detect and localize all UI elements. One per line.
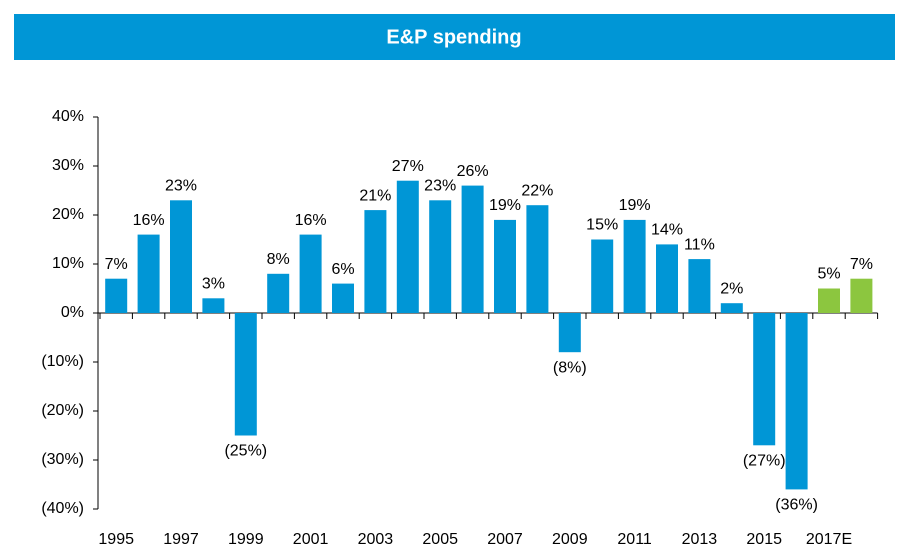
y-tick-label: 10% [52, 255, 84, 272]
bar [818, 288, 840, 313]
bar [720, 303, 743, 313]
value-label: 7% [105, 256, 128, 273]
value-label: (36%) [775, 497, 818, 514]
x-tick-label: 2009 [552, 531, 588, 548]
value-label: 15% [586, 217, 618, 234]
x-tick-label: 2011 [617, 531, 652, 548]
x-tick-label: 2003 [358, 531, 394, 548]
value-label: 5% [817, 266, 840, 283]
chart-title: E&P spending [386, 26, 521, 48]
title-banner [14, 14, 895, 60]
y-tick-label: (30%) [41, 451, 84, 468]
bar [364, 210, 387, 313]
bar [785, 313, 808, 490]
bar [105, 278, 128, 313]
bar [267, 273, 290, 313]
y-tick-label: 20% [52, 206, 84, 223]
value-label: 26% [457, 163, 489, 180]
value-label: 2% [720, 280, 743, 297]
value-label: 7% [850, 256, 873, 273]
bar [137, 234, 160, 313]
value-label: 11% [684, 236, 715, 253]
value-label: 6% [331, 261, 354, 278]
bar [623, 219, 646, 313]
y-tick-label: (20%) [41, 402, 84, 419]
x-tick-label: 2001 [293, 531, 329, 548]
value-label: 23% [424, 178, 456, 195]
x-tick-label: 1995 [98, 531, 134, 548]
y-tick-label: 0% [61, 304, 84, 321]
x-tick-label: 2013 [682, 531, 718, 548]
x-tick-label: 2005 [422, 531, 458, 548]
bar [656, 244, 678, 313]
value-label: 27% [392, 158, 424, 175]
value-label: 3% [202, 276, 225, 293]
value-label: (8%) [553, 359, 587, 376]
bar [753, 313, 776, 446]
x-tick-label: 2015 [746, 531, 782, 548]
bar [429, 200, 452, 313]
x-tick-label: 1997 [163, 531, 199, 548]
x-tick-label: 2007 [487, 531, 523, 548]
y-tick-label: 40% [52, 108, 84, 125]
x-tick-label: 1999 [228, 531, 264, 548]
bar [688, 259, 711, 313]
value-label: 23% [165, 178, 197, 195]
y-tick-label: 30% [52, 157, 84, 174]
bar [332, 283, 354, 313]
value-label: 16% [295, 212, 327, 229]
value-label: 16% [133, 212, 165, 229]
bar [461, 185, 484, 313]
value-label: 22% [521, 182, 553, 199]
bar [234, 313, 257, 436]
value-label: 19% [489, 197, 521, 214]
bar [526, 205, 549, 313]
x-tick-label: 2017E [806, 531, 852, 548]
y-tick-label: (40%) [41, 500, 84, 517]
bar [850, 278, 873, 313]
bar [558, 313, 581, 353]
bar [494, 219, 516, 313]
bar [396, 180, 419, 313]
bar [202, 298, 225, 313]
value-label: (27%) [743, 453, 786, 470]
value-label: 8% [267, 251, 290, 268]
value-label: 19% [619, 197, 651, 214]
value-label: 21% [359, 187, 391, 204]
value-label: 14% [651, 222, 683, 239]
bar [170, 200, 192, 313]
bar [591, 239, 614, 313]
value-label: (25%) [224, 443, 267, 460]
bar [299, 234, 322, 313]
y-tick-label: (10%) [41, 353, 84, 370]
